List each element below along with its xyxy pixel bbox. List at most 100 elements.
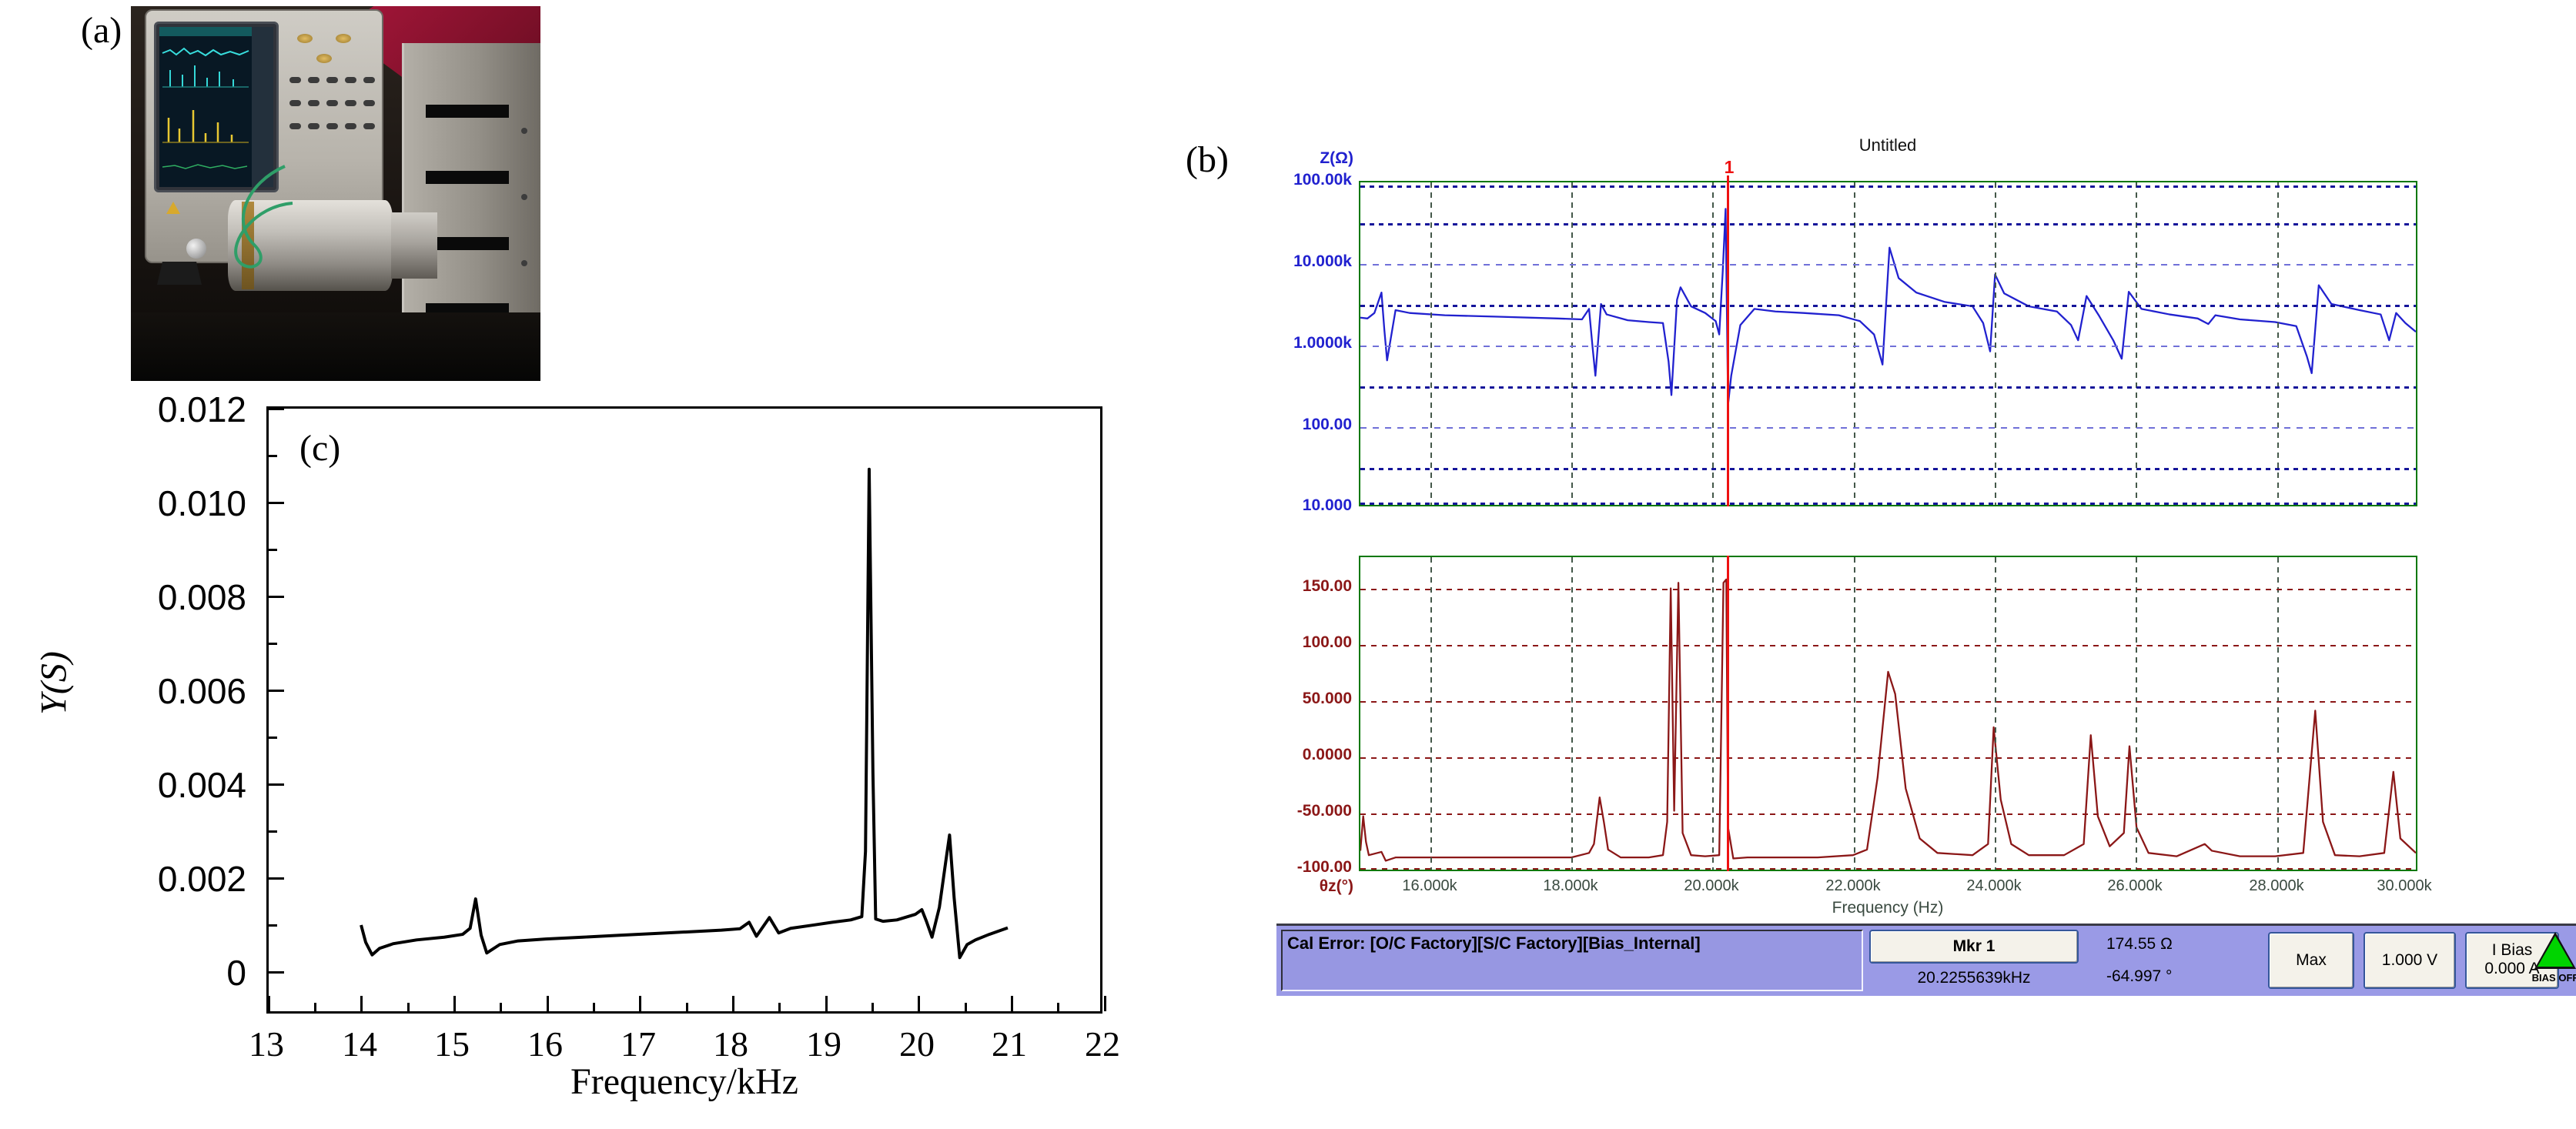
c-y-axis-label: Y(S)	[33, 651, 75, 715]
block-bolt	[521, 194, 527, 200]
panel-c-label: (c)	[299, 428, 341, 469]
keypad-button[interactable]	[363, 100, 375, 106]
freq-gridline	[1571, 557, 1573, 870]
theta-gridline	[1360, 701, 2416, 703]
freq-gridline	[1430, 557, 1432, 870]
block-slot	[426, 105, 509, 118]
keypad-button[interactable]	[289, 100, 301, 106]
photo-foot	[157, 262, 202, 285]
phase-plot[interactable]	[1359, 556, 2417, 871]
freq-gridline	[1853, 557, 1855, 870]
c-x-tick	[685, 1003, 688, 1011]
c-y-tick-label: 0.002	[157, 859, 246, 899]
marker-button[interactable]: Mkr 1	[1869, 930, 2079, 964]
marker-frequency-readout: 20.2255639kHz	[1917, 969, 2031, 987]
level-button[interactable]: 1.000 V	[2364, 932, 2456, 989]
warning-icon	[166, 202, 180, 214]
c-x-tick-label: 15	[434, 1024, 470, 1064]
phase-curve	[1360, 578, 2416, 862]
freq-gridline	[1995, 557, 1996, 870]
z-halfdecade-gridline	[1360, 386, 2416, 389]
c-y-tick	[269, 595, 284, 598]
c-y-tick-label: 0.008	[157, 577, 246, 617]
theta-tick-label: 50.000	[1302, 690, 1352, 707]
theta-axis-label: θz(°)	[1319, 877, 1353, 895]
theta-gridline	[1360, 813, 2416, 815]
c-y-tick	[269, 642, 277, 645]
freq-gridline	[1430, 182, 1432, 505]
z-halfdecade-gridline	[1360, 223, 2416, 225]
c-x-tick	[500, 1003, 503, 1011]
freq-gridline	[2277, 182, 2279, 505]
keypad-button[interactable]	[308, 123, 319, 129]
photo-metal-block	[402, 43, 540, 365]
keypad-button[interactable]	[308, 77, 319, 83]
c-x-tick-label: 14	[342, 1024, 377, 1064]
c-plot-area[interactable]: (c)	[266, 406, 1106, 1014]
marker-line-impedance[interactable]	[1727, 175, 1729, 506]
c-y-tick	[269, 970, 284, 974]
photo-green-wire	[234, 165, 293, 269]
photo-nav-button[interactable]	[316, 54, 332, 63]
photo-nav-button[interactable]	[297, 34, 313, 43]
ibias-line2: 0.000 A	[2484, 960, 2540, 977]
freq-tick-label: 22.000k	[1825, 877, 1881, 894]
freq-tick-label: 26.000k	[2107, 877, 2163, 894]
c-x-tick	[453, 996, 456, 1011]
c-x-tick	[918, 996, 921, 1011]
c-y-tick-label: 0	[226, 953, 246, 993]
freq-gridline	[1712, 182, 1715, 505]
c-y-tick-label: 0.004	[157, 765, 246, 805]
c-x-tick-label: 18	[713, 1024, 748, 1064]
c-y-tick	[269, 548, 277, 551]
c-y-tick-label: 0.010	[157, 483, 246, 523]
c-y-tick	[269, 783, 284, 786]
c-x-axis-label: Frequency/kHz	[570, 1061, 798, 1102]
block-slot	[426, 237, 509, 250]
keypad-button[interactable]	[345, 100, 356, 106]
theta-gridline	[1360, 757, 2416, 759]
keypad-button[interactable]	[363, 77, 375, 83]
keypad-button[interactable]	[308, 100, 319, 106]
keypad-button[interactable]	[326, 77, 338, 83]
c-x-tick	[731, 996, 734, 1011]
c-x-tick-label: 21	[992, 1024, 1027, 1064]
c-x-tick	[592, 1003, 595, 1011]
z-halfdecade-gridline	[1360, 468, 2416, 470]
block-bolt	[521, 128, 527, 134]
c-x-tick	[546, 996, 549, 1011]
c-x-tick	[406, 1003, 410, 1011]
block-slot	[426, 171, 509, 184]
keypad-button[interactable]	[289, 77, 301, 83]
photo-table	[131, 312, 540, 381]
impedance-plot[interactable]	[1359, 181, 2417, 506]
keypad-button[interactable]	[363, 123, 375, 129]
freq-gridline	[1712, 557, 1715, 870]
c-x-tick	[1057, 1003, 1060, 1011]
keypad-button[interactable]	[289, 123, 301, 129]
ibias-button[interactable]: I Bias 0.000 A	[2465, 932, 2559, 989]
freq-tick-label: 16.000k	[1402, 877, 1457, 894]
freq-gridline	[2277, 557, 2279, 870]
photo-analyzer-body: 6500B	[145, 9, 383, 263]
photo-nav-button[interactable]	[336, 34, 351, 43]
marker-phase-readout: -64.997 °	[2106, 967, 2173, 985]
c-y-tick-label: 0.006	[157, 671, 246, 711]
z-tick-label: 100.00k	[1293, 171, 1352, 189]
keypad-button[interactable]	[326, 100, 338, 106]
photo-knob-silver[interactable]	[186, 239, 206, 259]
theta-tick-label: -100.00	[1296, 858, 1352, 876]
theta-tick-label: 100.00	[1302, 633, 1352, 651]
z-halfdecade-gridline	[1360, 305, 2416, 307]
theta-gridline	[1360, 868, 2416, 870]
c-y-tick	[269, 736, 277, 739]
max-button[interactable]: Max	[2268, 932, 2354, 989]
keypad-button[interactable]	[326, 123, 338, 129]
c-x-tick	[825, 996, 828, 1011]
keypad-button[interactable]	[345, 123, 356, 129]
keypad-button[interactable]	[345, 77, 356, 83]
z-tick-label: 1.0000k	[1293, 334, 1352, 352]
marker-line-phase[interactable]	[1727, 556, 1729, 871]
c-x-tick	[267, 996, 270, 1011]
